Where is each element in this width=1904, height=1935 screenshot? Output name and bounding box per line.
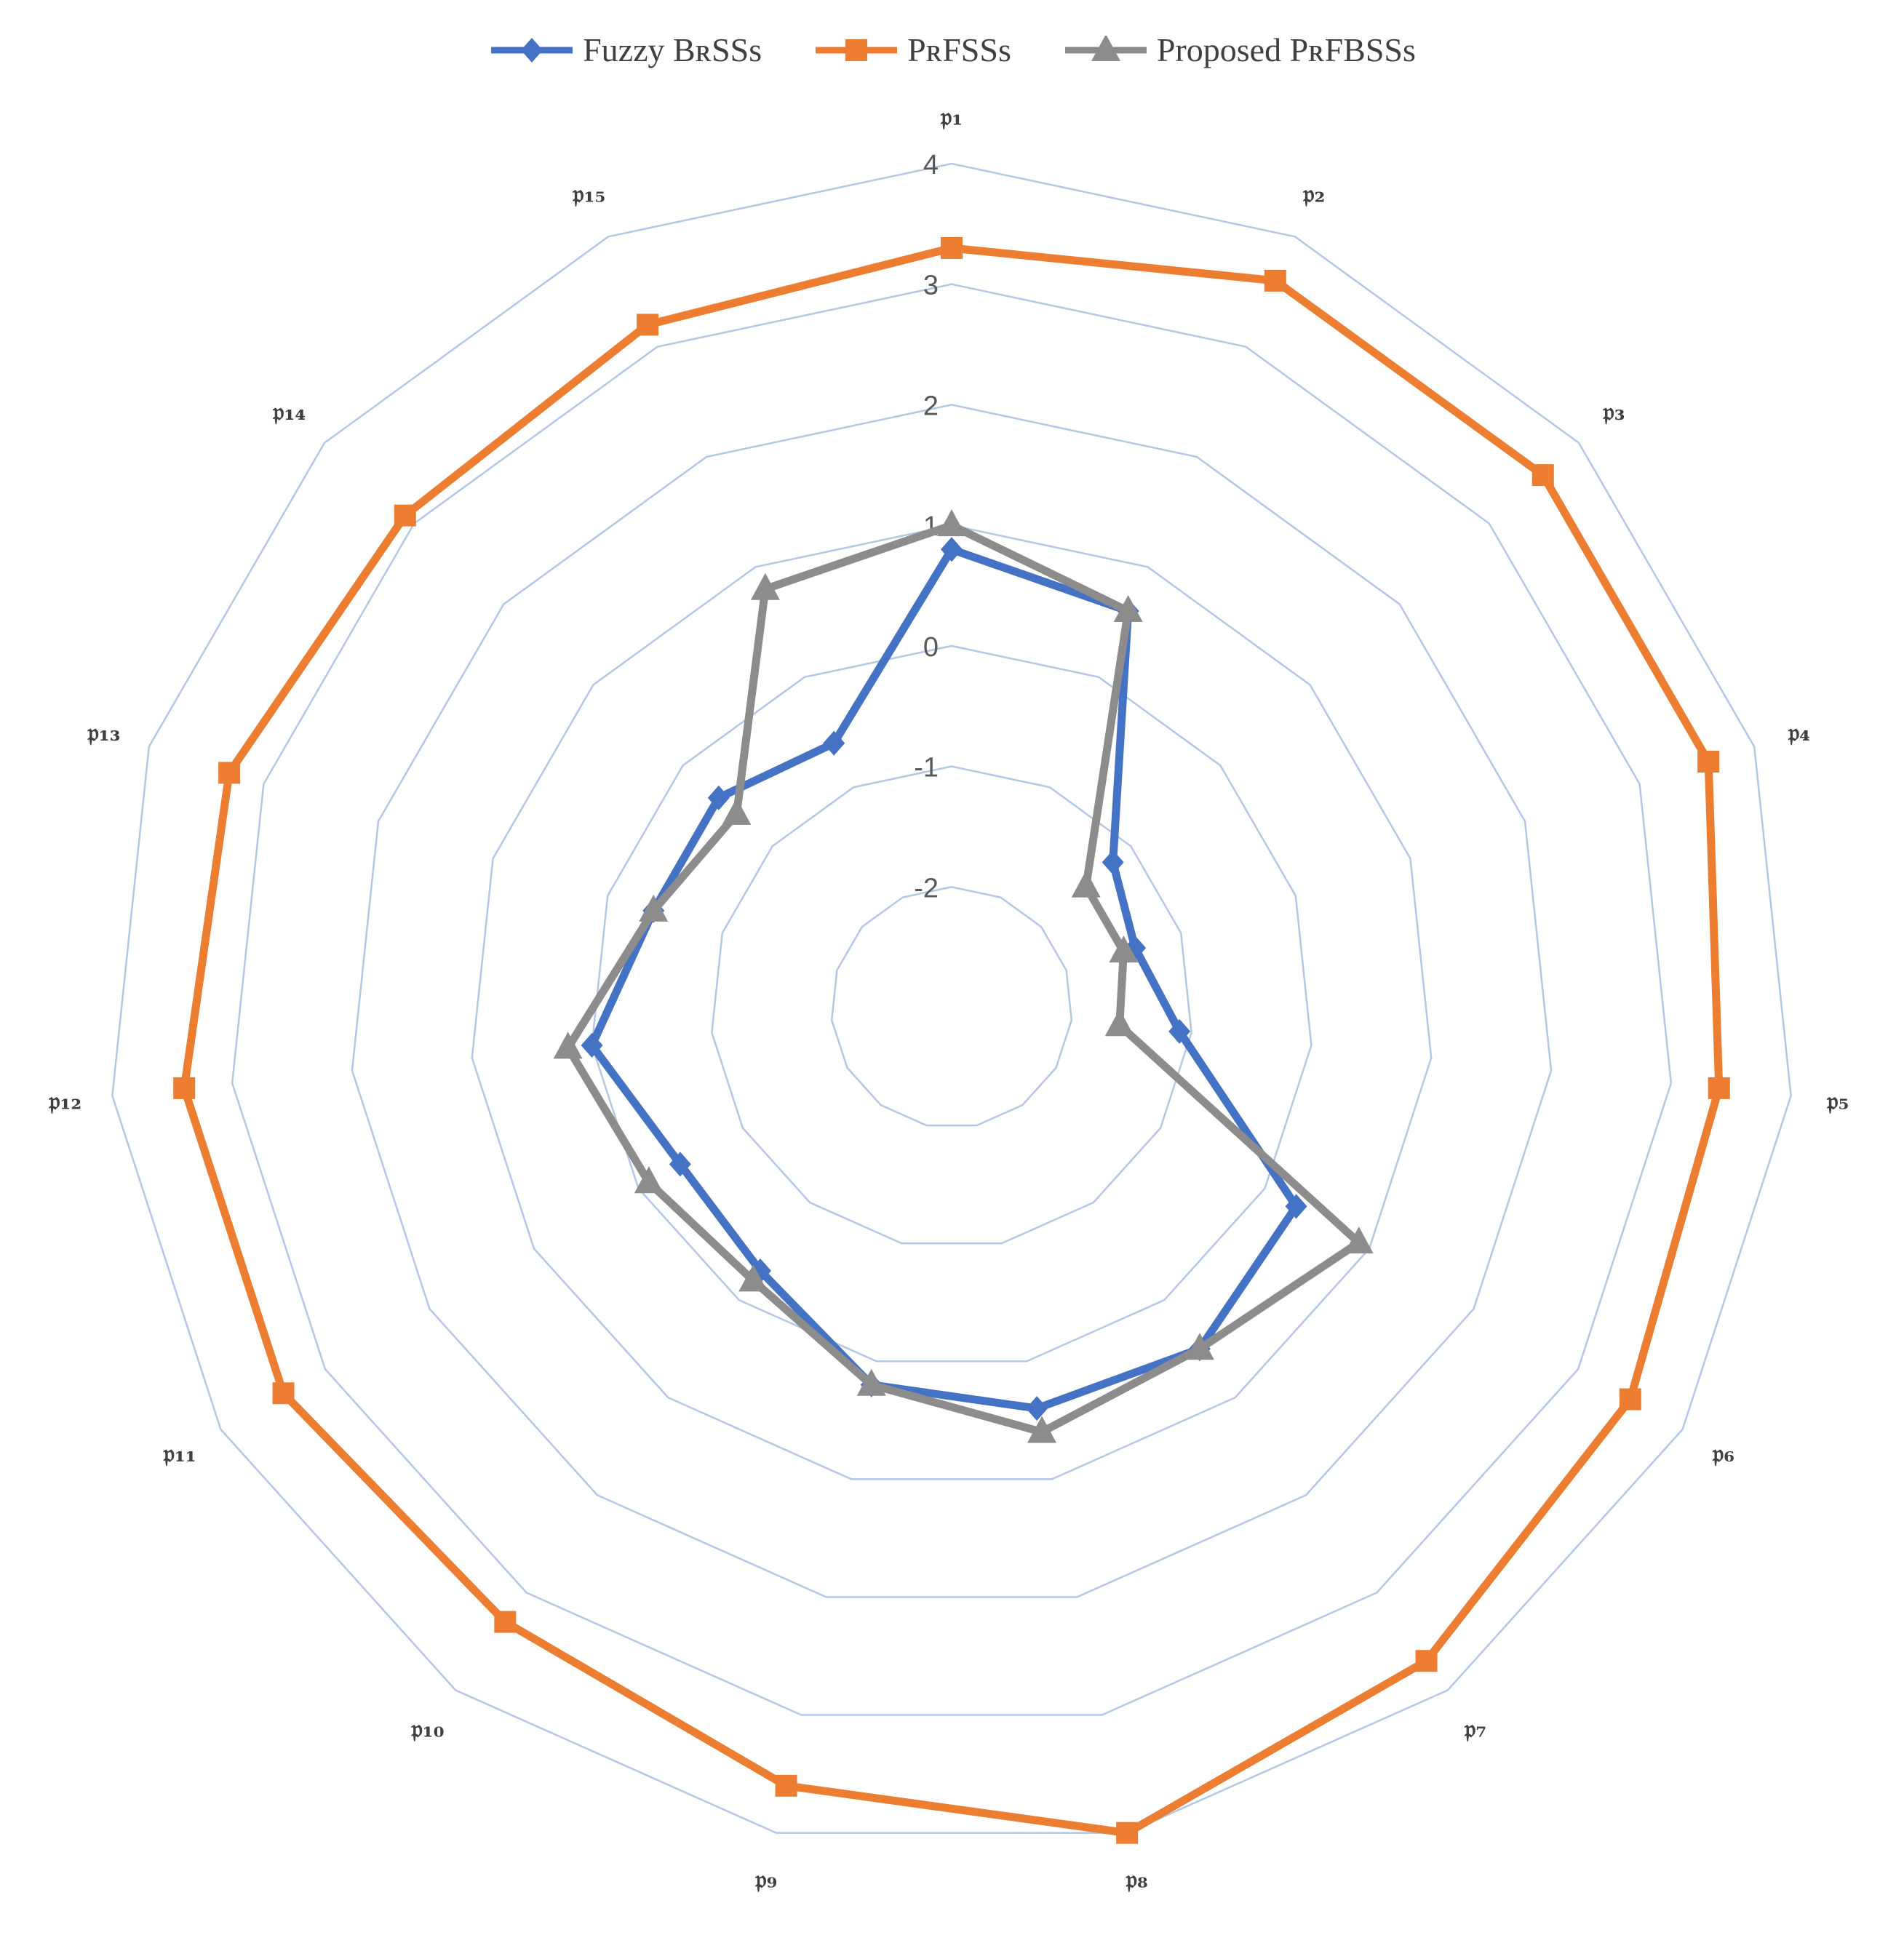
grid-ring-3	[471, 524, 1433, 1480]
data-point-marker	[1104, 1009, 1134, 1037]
tick-label: 0	[923, 632, 939, 663]
series-1	[173, 237, 1730, 1844]
category-label: 𝔭₂	[1302, 180, 1325, 209]
data-point-marker	[722, 797, 752, 825]
data-point-marker	[1109, 935, 1139, 963]
category-label: 𝔭₁₂	[48, 1087, 81, 1116]
category-label: 𝔭₈	[1126, 1865, 1148, 1894]
data-point-marker	[738, 1264, 768, 1292]
data-point-marker	[1026, 1396, 1048, 1421]
category-label: 𝔭₁	[940, 103, 963, 132]
data-point-marker	[1531, 464, 1554, 487]
grid-ring-4	[351, 404, 1553, 1598]
data-point-marker	[1168, 1018, 1191, 1044]
data-point-marker	[1697, 751, 1720, 773]
series-2	[553, 509, 1374, 1443]
tick-label: -2	[914, 873, 939, 903]
series-0	[581, 537, 1307, 1421]
data-point-marker	[937, 509, 966, 537]
grid-ring-0	[830, 886, 1073, 1127]
data-point-marker	[218, 762, 241, 784]
legend-label: Proposed PʀFBSSs	[1156, 31, 1416, 68]
data-point-marker	[856, 1368, 886, 1396]
legend-label: Fuzzy BʀSSs	[583, 31, 762, 68]
category-label: 𝔭₁₅	[572, 180, 605, 209]
data-point-marker	[272, 1382, 295, 1405]
data-point-marker	[941, 237, 963, 259]
data-point-marker	[1619, 1388, 1641, 1411]
category-labels: 𝔭₁ 𝔭₂ 𝔭₃ 𝔭₄ 𝔭₅ 𝔭₆ 𝔭₇ 𝔭₈ 𝔭₉ 𝔭₁₀ 𝔭₁₁ 𝔭₁₂ 𝔭₁₃ 𝔭₁₄ 𝔭₁₅	[48, 103, 1849, 1894]
category-label: 𝔭₄	[1788, 718, 1810, 747]
category-label: 𝔭₅	[1826, 1087, 1849, 1116]
data-point-marker	[845, 39, 868, 61]
category-label: 𝔭₁₃	[87, 718, 120, 747]
data-point-marker	[1027, 1416, 1057, 1443]
data-point-marker	[634, 1166, 664, 1194]
data-point-marker	[173, 1077, 196, 1099]
legend-swatch	[816, 39, 898, 61]
data-point-marker	[1116, 1822, 1139, 1844]
data-point-marker	[775, 1774, 797, 1797]
data-point-marker	[1071, 870, 1101, 898]
tick-label: -1	[914, 753, 939, 783]
series-line	[564, 521, 1363, 1437]
data-series	[173, 237, 1730, 1844]
data-point-marker	[707, 785, 730, 810]
data-point-marker	[941, 537, 963, 562]
data-point-marker	[1264, 269, 1286, 292]
data-point-marker	[639, 894, 669, 922]
legend-item: Fuzzy BʀSSs	[488, 31, 762, 69]
tick-label: 3	[923, 271, 939, 301]
category-label: 𝔭₇	[1464, 1715, 1486, 1744]
category-label: 𝔭₃	[1602, 397, 1625, 426]
category-label: 𝔭₆	[1712, 1440, 1734, 1469]
legend-item: PʀFSSs	[813, 31, 1011, 69]
series-line	[180, 244, 1724, 1838]
tick-label: 2	[923, 391, 939, 421]
data-point-marker	[521, 37, 543, 63]
data-point-marker	[1415, 1650, 1438, 1672]
data-point-marker	[1113, 595, 1143, 623]
tick-label: 4	[923, 150, 939, 180]
grid-ring-1	[711, 765, 1192, 1245]
data-point-marker	[494, 1611, 517, 1633]
category-label: 𝔭₁₀	[410, 1715, 444, 1744]
data-point-marker	[1102, 850, 1124, 875]
data-point-marker	[1708, 1077, 1730, 1099]
data-point-marker	[553, 1032, 583, 1059]
data-point-marker	[669, 1152, 691, 1177]
chart-legend: Fuzzy BʀSSs PʀFSSs Proposed PʀFBSSs	[0, 31, 1904, 69]
data-point-marker	[581, 1032, 603, 1058]
grid-ring-6	[111, 162, 1792, 1834]
data-point-marker	[1184, 1333, 1214, 1360]
legend-swatch	[491, 37, 573, 63]
legend-label: PʀFSSs	[907, 31, 1011, 68]
data-point-marker	[394, 504, 416, 527]
category-label: 𝔭₁₄	[272, 397, 306, 426]
legend-swatch	[1064, 35, 1147, 61]
grid-ring-5	[231, 283, 1673, 1716]
legend-item: Proposed PʀFBSSs	[1062, 31, 1416, 69]
data-point-marker	[1285, 1194, 1307, 1219]
data-point-marker	[750, 572, 780, 600]
data-point-marker	[637, 314, 659, 336]
data-point-marker	[823, 730, 845, 756]
category-label: 𝔭₉	[754, 1865, 777, 1894]
data-point-marker	[1344, 1226, 1374, 1254]
grid-ring-2	[591, 645, 1313, 1363]
series-line	[588, 545, 1301, 1413]
radar-grid	[111, 162, 1792, 1834]
category-label: 𝔭₁₁	[163, 1440, 196, 1469]
data-point-marker	[1091, 35, 1120, 61]
